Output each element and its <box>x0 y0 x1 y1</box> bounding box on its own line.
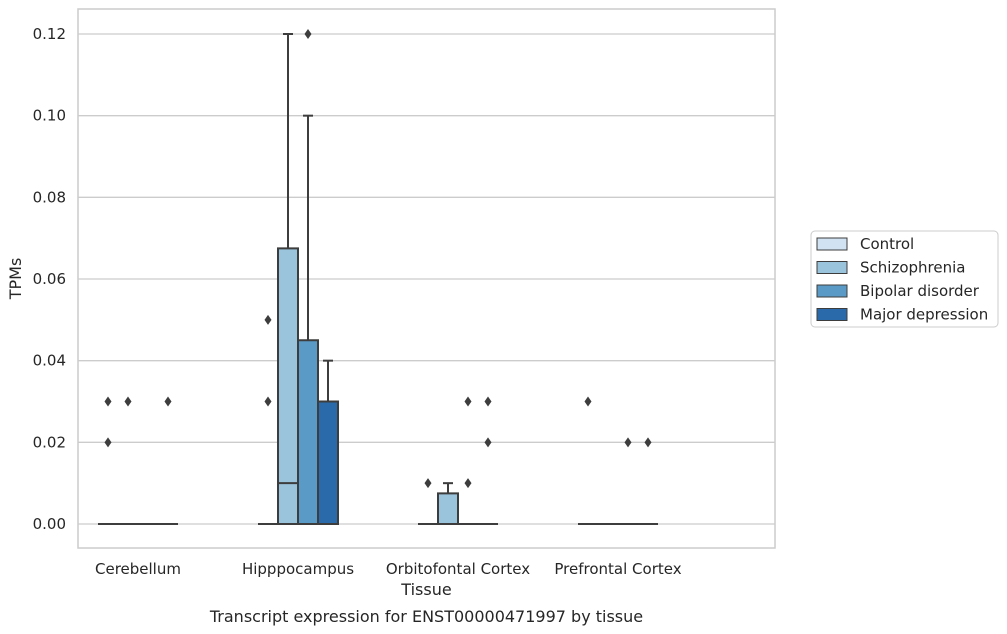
box-group <box>478 396 498 525</box>
legend-frame <box>810 230 999 328</box>
box-group <box>638 437 658 525</box>
x-axis-label: Tissue <box>400 580 451 599</box>
legend-label: Schizophrenia <box>860 259 965 277</box>
y-tick-label: 0.06 <box>33 270 66 288</box>
box-body <box>297 339 319 525</box>
x-tick-label: Prefrontal Cortex <box>554 560 681 578</box>
outlier-point <box>624 437 632 448</box>
box-group <box>578 396 598 525</box>
legend: Control Schizophrenia Bipolar disorder Majo… <box>810 230 999 328</box>
legend-label: Bipolar disorder <box>860 282 980 300</box>
box-body <box>317 400 339 525</box>
box-group <box>317 359 339 525</box>
legend-swatch <box>816 284 848 298</box>
box-group <box>98 396 118 525</box>
box-group <box>458 396 478 525</box>
box-group <box>437 482 459 525</box>
outlier-point <box>484 437 492 448</box>
outlier-point <box>104 437 112 448</box>
box-group <box>618 437 638 525</box>
outlier-point <box>104 396 112 407</box>
y-tick-label: 0.02 <box>33 433 66 451</box>
outlier-point <box>464 396 472 407</box>
grid-layer <box>78 33 775 525</box>
outlier-point <box>264 314 272 325</box>
outlier-point <box>304 29 312 39</box>
legend-swatch <box>816 237 848 251</box>
y-tick-label: 0.08 <box>33 188 66 206</box>
y-axis-label: TPMs <box>6 258 25 301</box>
box-group <box>158 396 178 525</box>
legend-label: Major depression <box>860 306 988 324</box>
outlier-point <box>424 478 432 489</box>
outlier-point <box>124 396 132 407</box>
y-tick-label: 0.12 <box>33 25 66 43</box>
x-tick-label: Orbitofontal Cortex <box>386 560 530 578</box>
chart-caption: Transcript expression for ENST0000047199… <box>209 607 643 626</box>
outlier-point <box>484 396 492 407</box>
box-group <box>277 33 299 525</box>
box-body <box>437 492 459 525</box>
legend-swatch <box>816 308 848 321</box>
outlier-point <box>644 437 652 448</box>
box-group <box>418 478 438 525</box>
legend-label: Control <box>860 235 914 253</box>
legend-swatch <box>816 261 848 274</box>
plot-frame <box>77 8 776 549</box>
x-tick-labels: Cerebellum Hipppocampus Orbitofontal Corte… <box>95 560 682 578</box>
y-tick-labels: 0.00 0.02 0.04 0.06 0.08 0.10 0.12 <box>33 25 66 533</box>
outlier-point <box>584 396 592 407</box>
y-tick-label: 0.04 <box>33 352 66 370</box>
outlier-point <box>264 396 272 407</box>
x-tick-label: Cerebellum <box>95 560 181 578</box>
outlier-point <box>164 396 172 407</box>
box-group <box>258 314 278 525</box>
outlier-point <box>464 478 472 489</box>
y-tick-label: 0.10 <box>33 107 66 125</box>
x-tick-label: Hipppocampus <box>242 560 354 578</box>
box-group <box>118 396 138 525</box>
box-group <box>297 29 319 525</box>
box-layer <box>98 29 658 525</box>
y-tick-label: 0.00 <box>33 515 66 533</box>
